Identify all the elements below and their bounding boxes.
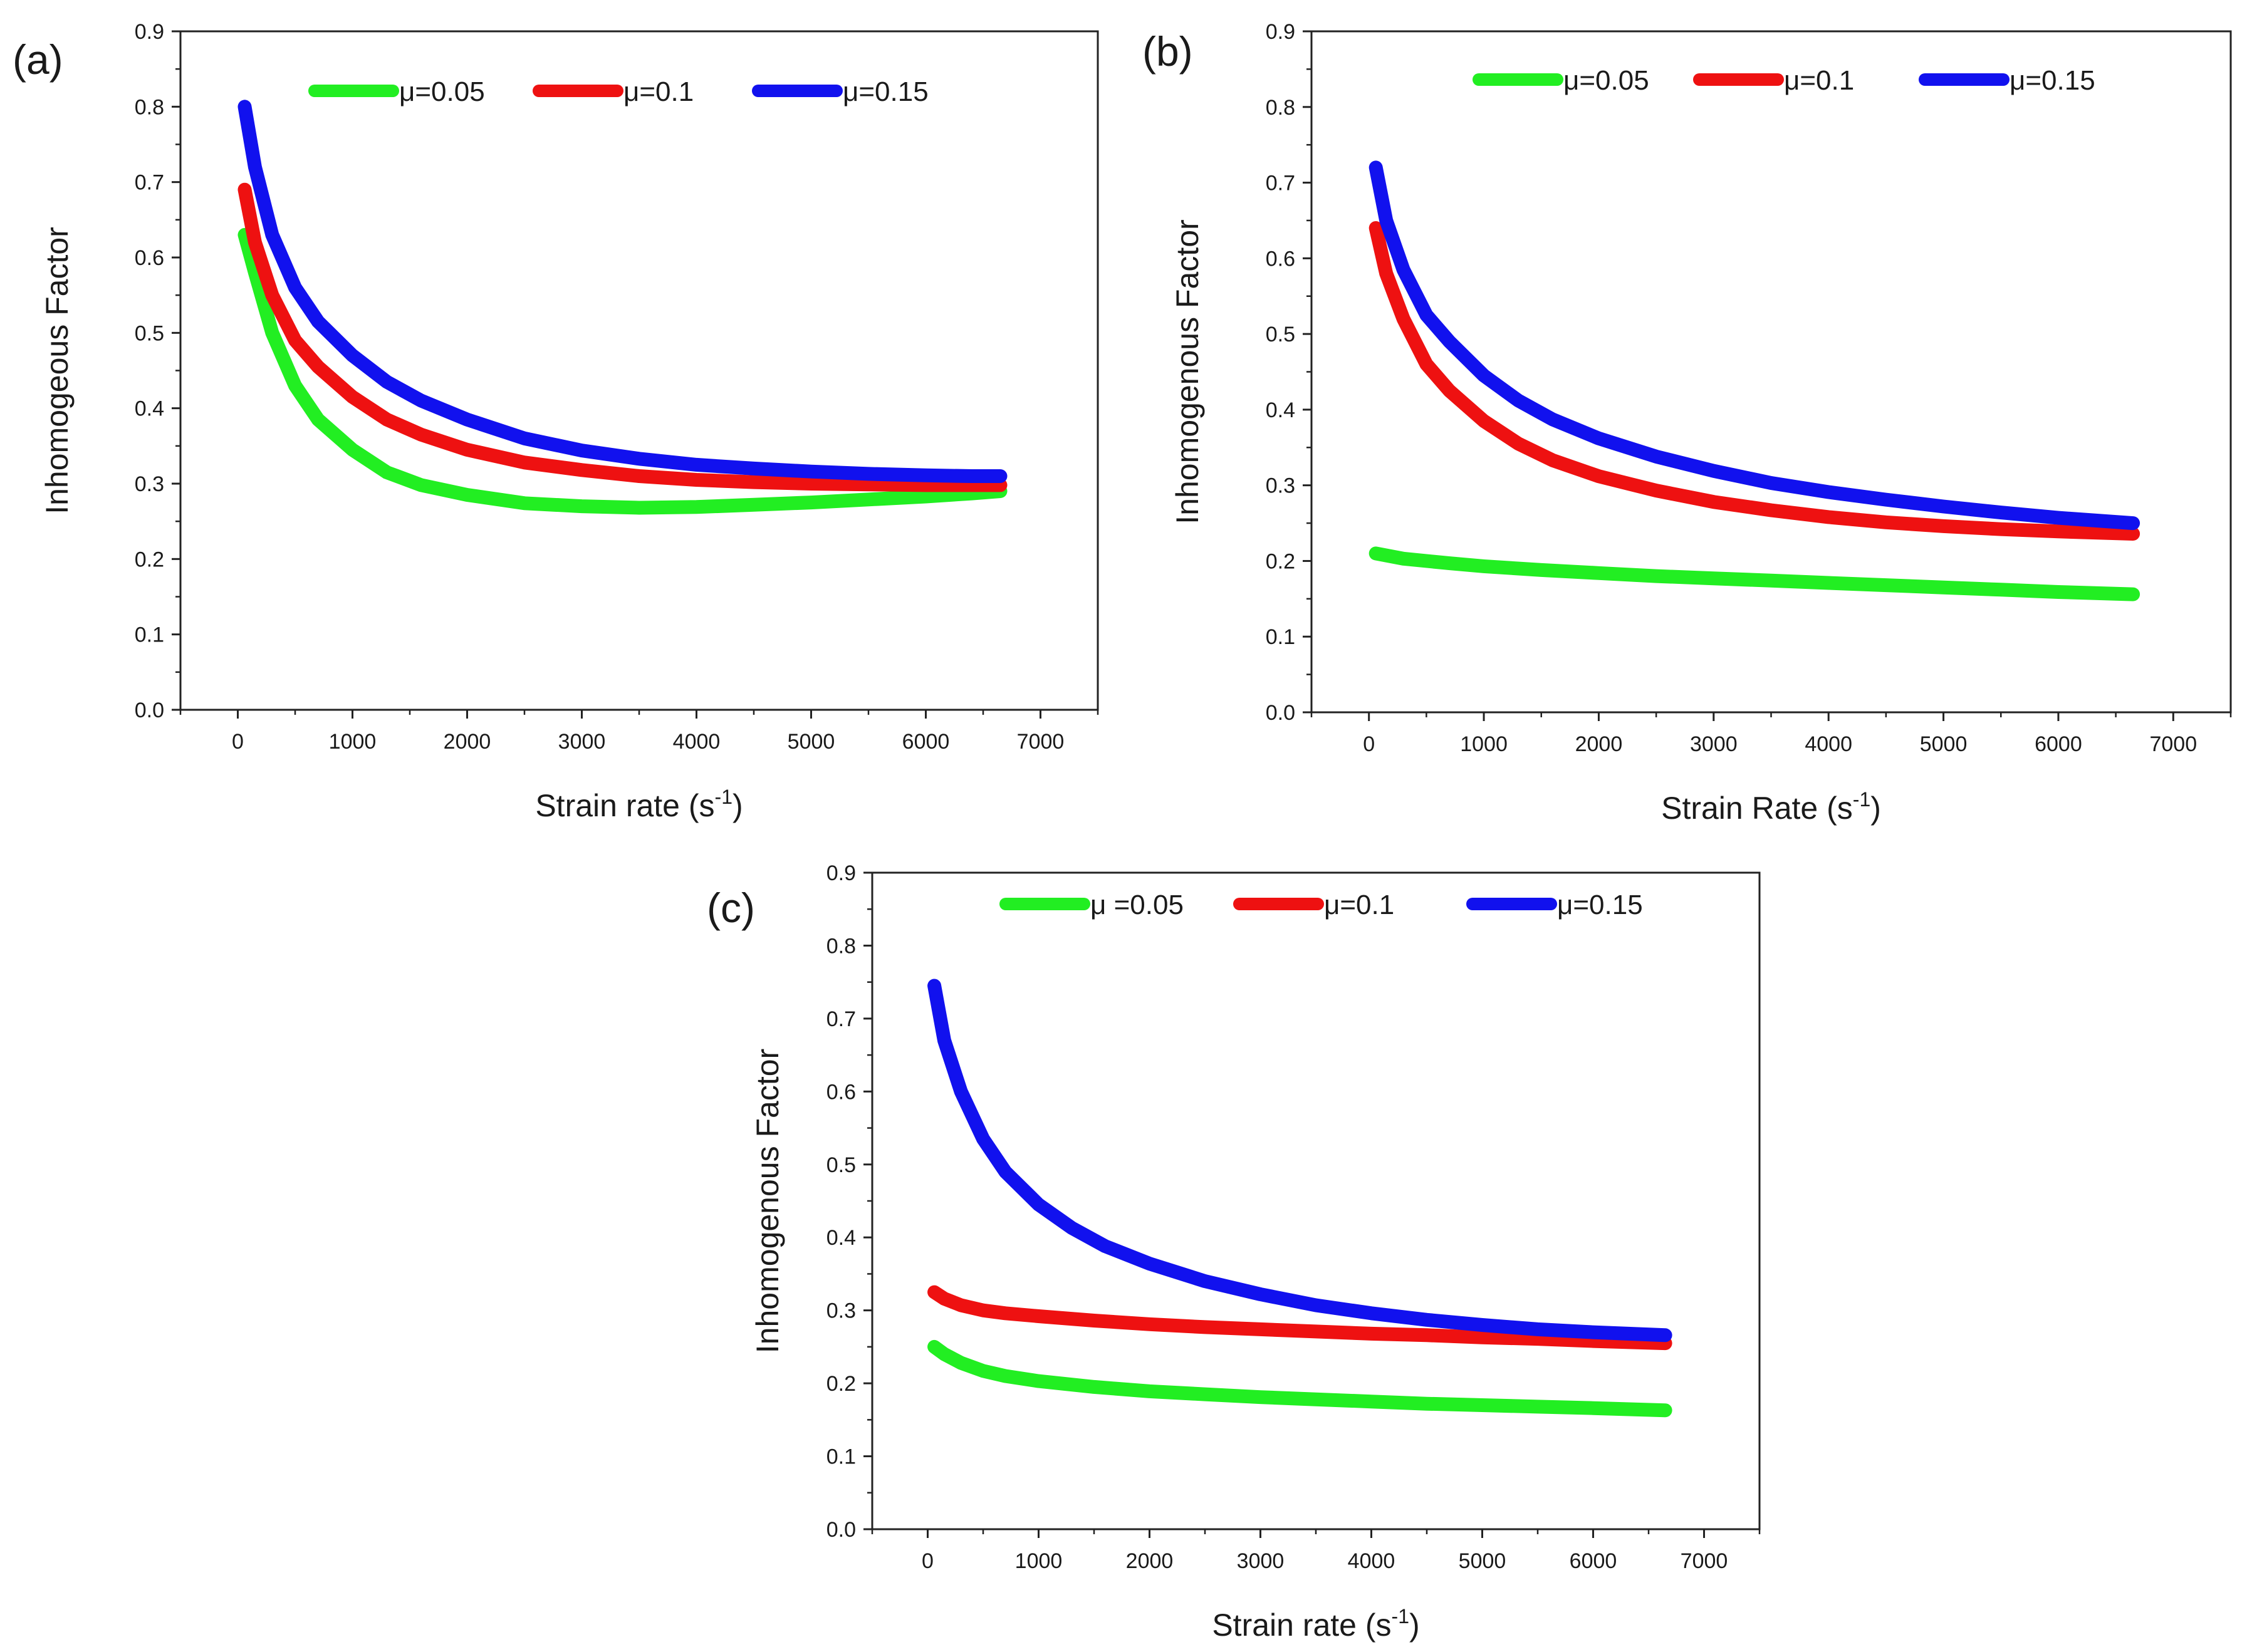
chart-panel-a: 0.0 0.1 0.2 0.3 0.4 0.5 0.6 0.7 0.8 0.9 0 1000 2000 3… (13, 20, 1099, 823)
y-tick-label: 0.6 (826, 1080, 856, 1104)
panel-label: (a) (13, 36, 63, 83)
chart-panel-c: 0.0 0.1 0.2 0.3 0.4 0.5 0.6 0.7 0.8 0.9 0 1000 2000 3… (707, 861, 1761, 1643)
x-tick-label: 3000 (1690, 732, 1738, 756)
series-line-3 (1369, 160, 2140, 531)
x-tick-label: 2000 (1575, 732, 1623, 756)
x-tick-label: 0 (1363, 732, 1375, 756)
y-tick-label: 0.8 (826, 934, 856, 958)
series-line-2 (1369, 221, 2140, 541)
x-tick-label: 6000 (2035, 732, 2082, 756)
y-tick-label: 0.4 (135, 397, 164, 421)
legend-label-1: μ =0.05 (1090, 890, 1184, 920)
legend-label-3: μ=0.15 (2010, 65, 2095, 96)
x-tick-label: 1000 (1460, 732, 1508, 756)
x-tick-label: 6000 (902, 730, 950, 754)
panel-label: (b) (1142, 28, 1193, 75)
x-tick-label: 5000 (788, 730, 835, 754)
y-tick-label: 0.2 (135, 548, 164, 571)
x-tick-label: 7000 (1017, 730, 1065, 754)
y-tick-label: 0.4 (826, 1226, 856, 1250)
y-tick-label: 0.7 (826, 1007, 856, 1031)
plot-frame (1310, 30, 2232, 714)
x-tick-label: 5000 (1920, 732, 1968, 756)
x-tick-label: 7000 (2149, 732, 2197, 756)
x-tick-label: 5000 (1459, 1549, 1506, 1573)
y-tick-label: 0.3 (1266, 474, 1295, 498)
x-tick-label: 1000 (329, 730, 377, 754)
series-line-2 (237, 182, 1008, 492)
y-tick-label: 0.2 (826, 1372, 856, 1396)
legend-label-1: μ=0.05 (399, 76, 485, 107)
y-tick-label: 0.9 (135, 20, 164, 44)
series-line-1 (927, 1339, 1672, 1418)
plot-frame (871, 871, 1761, 1530)
chart-panel-b: 0.0 0.1 0.2 0.3 0.4 0.5 0.6 0.7 0.8 0.9 0 1000 2000 3… (1142, 20, 2232, 826)
x-tick-label: 4000 (1348, 1549, 1395, 1573)
x-tick-label: 7000 (1681, 1549, 1728, 1573)
y-tick-label: 0.9 (1266, 20, 1295, 44)
y-tick-label: 0.5 (1266, 323, 1295, 346)
y-tick-label: 0.0 (826, 1518, 856, 1542)
legend-label-3: μ=0.15 (1557, 890, 1643, 920)
legend-label-2: μ=0.1 (1324, 890, 1394, 920)
x-tick-label: 0 (232, 730, 244, 754)
x-tick-label: 4000 (673, 730, 721, 754)
x-axis-title: Strain rate (s-1) (1212, 1605, 1419, 1643)
legend-label-3: μ=0.15 (843, 76, 929, 107)
x-tick-label: 1000 (1015, 1549, 1063, 1573)
y-tick-label: 0.2 (1266, 549, 1295, 573)
y-axis-title: Inhomogenous Factor (1170, 219, 1205, 524)
series-line-1 (237, 227, 1008, 515)
legend-label-1: μ=0.05 (1563, 65, 1649, 96)
y-tick-label: 0.4 (1266, 398, 1295, 422)
y-tick-label: 0.0 (1266, 701, 1295, 725)
x-tick-label: 3000 (558, 730, 606, 754)
y-tick-label: 0.6 (1266, 247, 1295, 271)
x-axis-title: Strain Rate (s-1) (1661, 788, 1881, 826)
y-tick-label: 0.5 (135, 321, 164, 345)
y-tick-label: 0.1 (1266, 625, 1295, 649)
y-tick-label: 0.7 (1266, 172, 1295, 195)
panel-label: (c) (707, 885, 755, 931)
y-tick-label: 0.9 (826, 861, 856, 885)
legend-label-2: μ=0.1 (1784, 65, 1854, 96)
series-line-3 (927, 979, 1672, 1343)
x-axis-title: Strain rate (s-1) (535, 786, 743, 823)
x-tick-label: 0 (922, 1549, 934, 1573)
y-tick-label: 0.3 (826, 1299, 856, 1323)
series-line-2 (927, 1285, 1672, 1351)
x-tick-label: 2000 (444, 730, 491, 754)
y-tick-label: 0.1 (135, 623, 164, 647)
x-tick-label: 3000 (1237, 1549, 1285, 1573)
y-tick-label: 0.7 (135, 171, 164, 195)
series-line-3 (237, 100, 1008, 483)
series-line-1 (1369, 546, 2140, 601)
y-tick-label: 0.1 (826, 1445, 856, 1469)
y-tick-label: 0.5 (826, 1153, 856, 1177)
y-tick-label: 0.8 (1266, 96, 1295, 120)
x-tick-label: 6000 (1570, 1549, 1617, 1573)
y-tick-label: 0.0 (135, 699, 164, 722)
y-tick-label: 0.6 (135, 246, 164, 270)
legend-label-2: μ=0.1 (623, 76, 694, 107)
y-axis-title: Inhomogenous Factor (750, 1049, 785, 1353)
y-tick-label: 0.3 (135, 472, 164, 496)
y-axis-title: Inhomogeous Factor (39, 227, 75, 514)
y-tick-label: 0.8 (135, 95, 164, 119)
x-tick-label: 4000 (1805, 732, 1852, 756)
x-tick-label: 2000 (1126, 1549, 1174, 1573)
